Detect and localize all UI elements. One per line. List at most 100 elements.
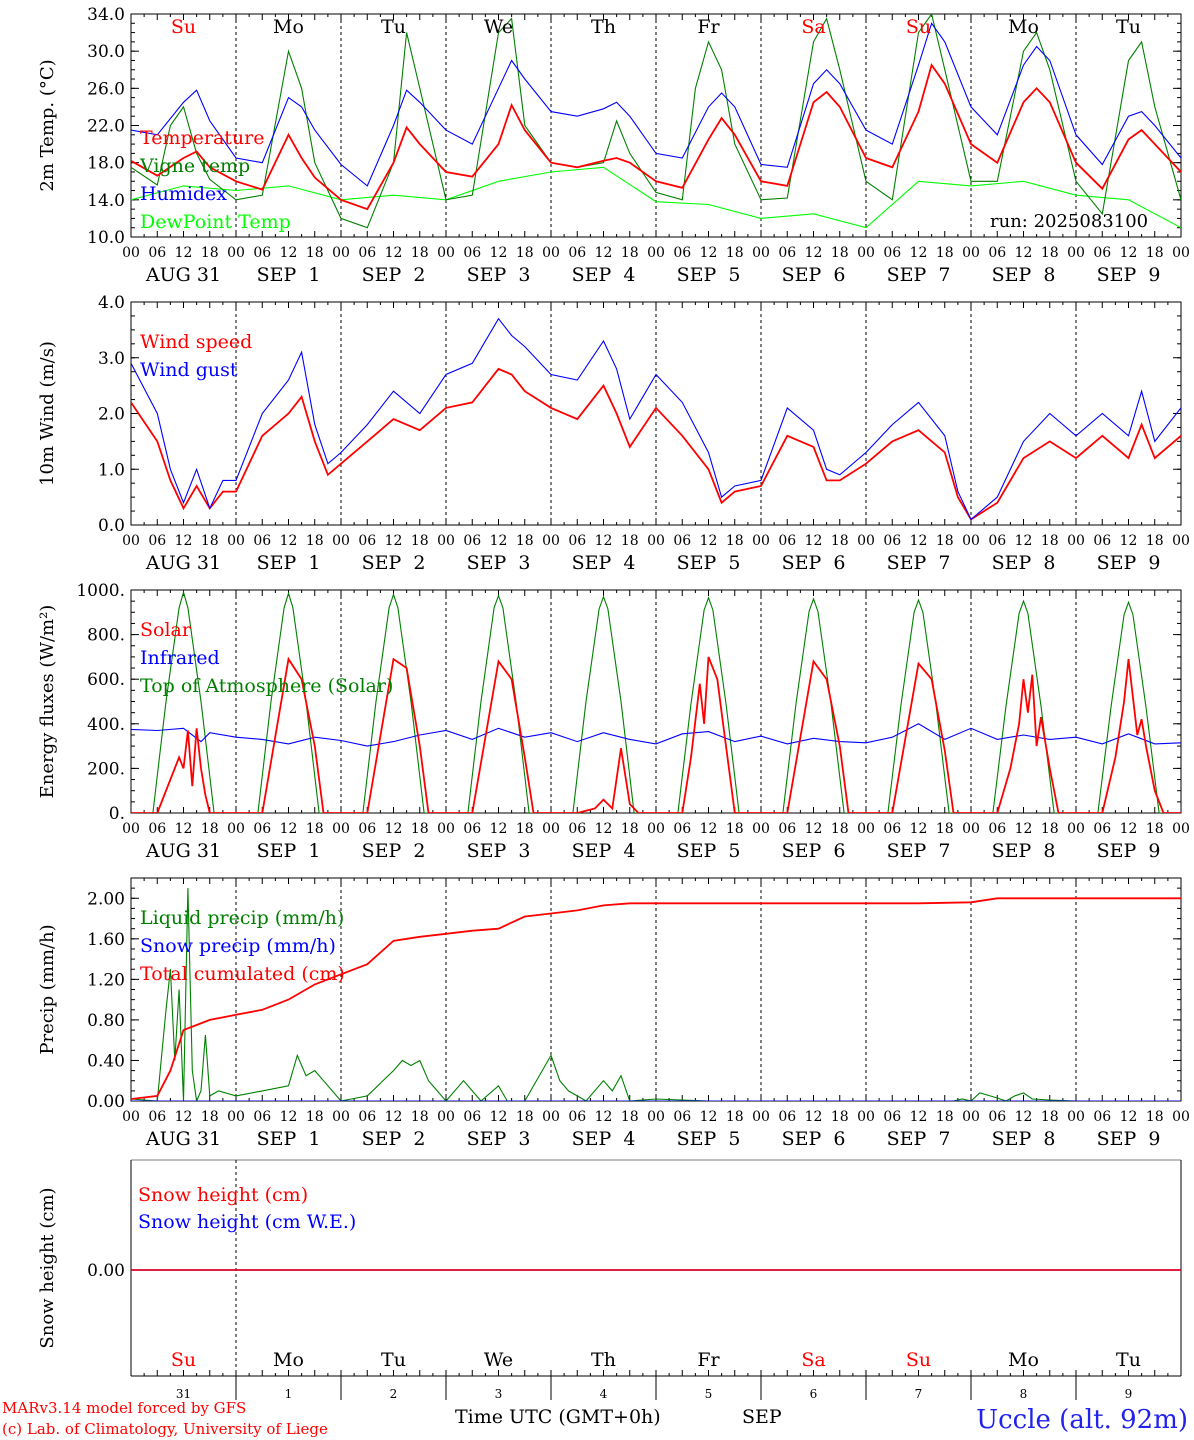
date-label: SEP 8 [992, 1128, 1056, 1150]
hour-label: 00 [962, 821, 980, 837]
hour-label: 18 [306, 245, 324, 261]
hour-label: 12 [280, 1109, 298, 1125]
legend-entry: Humidex [140, 183, 227, 205]
hour-label: 12 [910, 821, 928, 837]
series-solar [131, 656, 1181, 813]
hour-label: 06 [778, 1109, 796, 1125]
time-axis-title: Time UTC (GMT+0h) [455, 1406, 661, 1428]
hour-label: 00 [332, 533, 350, 549]
hour-label: 06 [988, 1109, 1006, 1125]
hour-label: 06 [1093, 245, 1111, 261]
date-label: SEP 2 [362, 840, 426, 862]
hour-label: 06 [463, 821, 481, 837]
hour-label: 18 [936, 821, 954, 837]
day-number-label: 8 [1020, 1387, 1028, 1401]
hour-label: 12 [910, 245, 928, 261]
date-label: SEP 1 [257, 552, 321, 574]
hour-label: 18 [621, 533, 639, 549]
hour-label: 18 [1041, 245, 1059, 261]
legend-entry: Snow height (cm W.E.) [138, 1211, 356, 1233]
legend-entry: Wind speed [140, 331, 252, 353]
hour-label: 12 [595, 245, 613, 261]
hour-label: 00 [857, 245, 875, 261]
legend-entry: DewPoint Temp [140, 211, 291, 233]
date-label: SEP 3 [467, 264, 531, 286]
y-tick-label: 2.00 [87, 889, 125, 909]
legend-entry: Temperature [140, 127, 264, 149]
day-number-label: 3 [495, 1387, 503, 1401]
legend-entry: Vigne temp [139, 155, 250, 177]
weekday-label: Mo [1008, 16, 1039, 38]
hour-label: 12 [805, 533, 823, 549]
precip-panel: 2.00 1.60 1.20 0.80 0.40 0.00 Precip (mm/h) Liq… [37, 877, 1190, 1150]
hour-label: 00 [122, 821, 140, 837]
hour-label: 06 [358, 245, 376, 261]
hour-label: 18 [516, 821, 534, 837]
hour-label: 12 [910, 1109, 928, 1125]
hour-label: 18 [201, 821, 219, 837]
station-label: Uccle (alt. 92m) [976, 1405, 1188, 1435]
hour-label: 18 [411, 533, 429, 549]
hour-label: 18 [831, 821, 849, 837]
hour-label: 18 [1041, 1109, 1059, 1125]
legend-entry: Liquid precip (mm/h) [140, 907, 344, 929]
hour-label: 06 [358, 1109, 376, 1125]
hour-label: 06 [148, 533, 166, 549]
hour-label: 00 [437, 533, 455, 549]
y-tick-label: 0.80 [87, 1011, 125, 1031]
series-infrared [131, 723, 1181, 747]
weekday-label: Su [171, 16, 196, 38]
hour-label: 12 [805, 245, 823, 261]
hour-label: 18 [621, 1109, 639, 1125]
snow-panel: 0.00 Snow height (cm) Snow height (cm) Snow… [37, 1159, 1182, 1401]
date-label: SEP 4 [572, 552, 636, 574]
hour-label: 00 [962, 1109, 980, 1125]
hour-label: 06 [463, 245, 481, 261]
y-tick-label: 22.0 [87, 117, 125, 137]
hour-label: 12 [175, 533, 193, 549]
date-label: SEP 1 [257, 264, 321, 286]
legend-entry: Total cumulated (cm) [140, 963, 345, 985]
hour-label: 06 [883, 533, 901, 549]
series-liquid-precip-mm-h- [131, 888, 1181, 1101]
hour-label: 12 [910, 533, 928, 549]
y-tick-label: 0.40 [87, 1051, 125, 1071]
hour-label: 18 [831, 245, 849, 261]
weekday-label: Su [906, 16, 931, 38]
series-total-cumulated-cm- [131, 897, 1181, 1100]
y-tick-label: 1.20 [87, 970, 125, 990]
hour-label: 06 [358, 533, 376, 549]
hour-label: 18 [306, 1109, 324, 1125]
y-axis-label: 2m Temp. (°C) [37, 59, 58, 191]
day-number-label: 31 [176, 1387, 191, 1401]
hour-label: 12 [1120, 533, 1138, 549]
date-label: SEP 6 [782, 552, 846, 574]
y-tick-label: 1000. [76, 581, 125, 601]
date-label: SEP 3 [467, 840, 531, 862]
hour-label: 12 [385, 245, 403, 261]
hour-label: 00 [647, 821, 665, 837]
hour-label: 00 [1172, 533, 1190, 549]
run-label: run: 2025083100 [990, 211, 1148, 232]
weekday-label: Th [591, 16, 616, 38]
y-tick-label: 34.0 [87, 5, 125, 25]
hour-label: 00 [647, 533, 665, 549]
y-tick-label: 0.00 [87, 1261, 125, 1281]
hour-label: 12 [700, 245, 718, 261]
date-label: SEP 8 [992, 552, 1056, 574]
hour-label: 00 [857, 533, 875, 549]
hour-label: 00 [542, 245, 560, 261]
hour-label: 00 [332, 821, 350, 837]
month-label: SEP [742, 1406, 782, 1428]
hour-label: 00 [122, 1109, 140, 1125]
hour-label: 00 [122, 533, 140, 549]
hour-label: 12 [175, 1109, 193, 1125]
hour-label: 00 [542, 1109, 560, 1125]
hour-label: 18 [1146, 533, 1164, 549]
y-tick-label: 30.0 [87, 42, 125, 62]
hour-label: 18 [411, 1109, 429, 1125]
hour-label: 12 [1120, 245, 1138, 261]
hour-label: 06 [673, 245, 691, 261]
hour-label: 12 [700, 533, 718, 549]
date-label: SEP 2 [362, 1128, 426, 1150]
